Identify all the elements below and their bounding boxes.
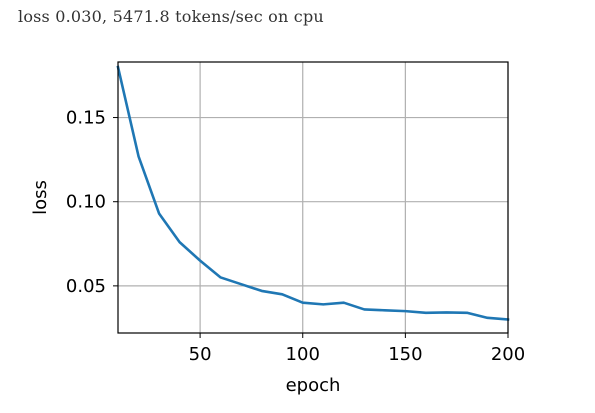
status-text: loss 0.030, 5471.8 tokens/sec on cpu	[18, 7, 324, 26]
x-tick-label: 150	[388, 344, 422, 365]
x-axis-label: epoch	[286, 375, 341, 396]
tick-labels: 50 100 150 200 0.05 0.10 0.15	[66, 108, 525, 365]
x-tick-label: 50	[189, 344, 212, 365]
series-layer	[116, 65, 510, 321]
axes-frame	[117, 61, 509, 334]
x-tick-label: 100	[286, 344, 320, 365]
y-tick-label: 0.10	[66, 192, 106, 213]
loss-line	[116, 65, 510, 321]
ticks	[113, 117, 509, 338]
y-tick-label: 0.15	[66, 108, 106, 129]
grid	[118, 62, 509, 333]
x-tick-label: 200	[491, 344, 525, 365]
y-axis-label: loss	[30, 180, 51, 215]
y-tick-label: 0.05	[66, 276, 106, 297]
